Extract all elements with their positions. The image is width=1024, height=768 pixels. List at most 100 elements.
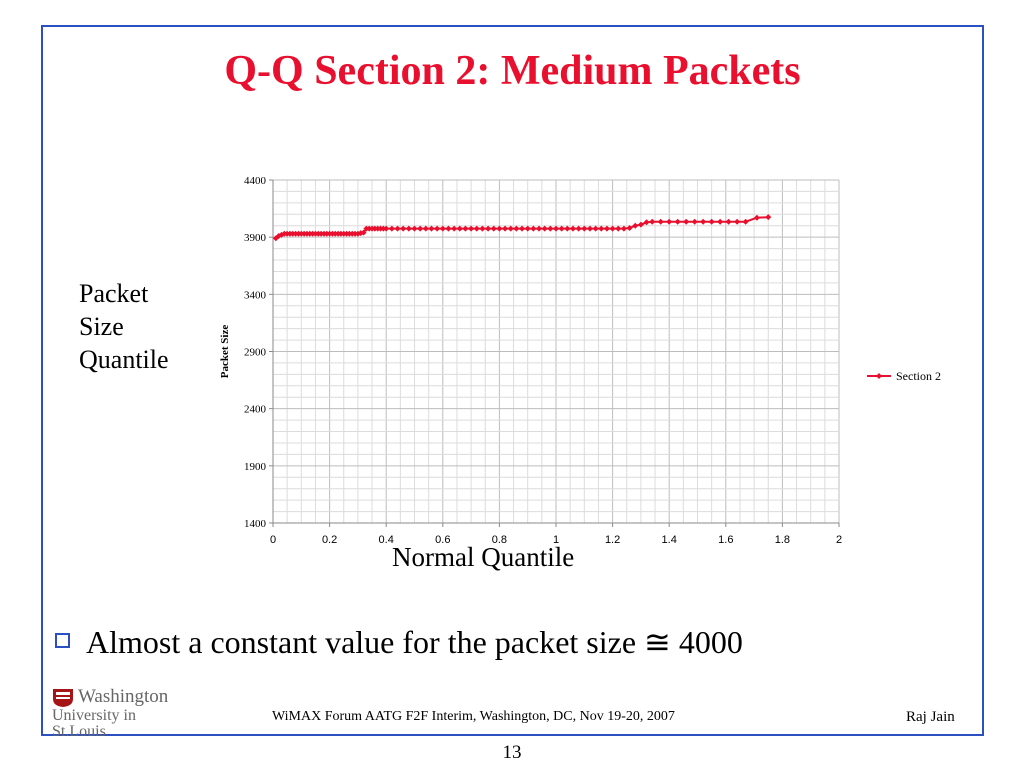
data-point-marker [586, 225, 593, 232]
data-point-marker [558, 225, 565, 232]
data-point-marker [569, 225, 576, 232]
data-point-marker [609, 225, 616, 232]
data-point-marker [598, 225, 605, 232]
data-point-marker [553, 225, 559, 232]
data-point-marker [626, 225, 633, 232]
data-point-marker [643, 219, 650, 226]
data-point-marker [765, 214, 772, 221]
x-tick-label: 1.2 [605, 534, 620, 546]
legend-marker [876, 373, 882, 379]
slide-frame [41, 25, 984, 736]
data-point-marker [575, 225, 582, 232]
x-tick-label: 2 [836, 534, 842, 546]
data-point-marker [496, 225, 503, 232]
data-point-marker [439, 225, 446, 232]
data-point-marker [468, 225, 475, 232]
logo-wordmark-bottom: University in St.Louis [52, 707, 136, 740]
university-seal-icon [53, 689, 73, 707]
y-tick-label: 1400 [244, 518, 267, 530]
x-tick-label: 0.2 [322, 534, 337, 546]
x-tick-label: 1 [553, 534, 559, 546]
data-point-marker [451, 225, 458, 232]
data-point-marker [620, 225, 627, 232]
data-point-marker [536, 225, 543, 232]
data-point-marker [388, 225, 395, 232]
y-caption-line-2: Size [79, 312, 124, 341]
chart-series [272, 214, 772, 242]
data-point-marker [360, 229, 367, 236]
data-point-marker [674, 218, 681, 225]
x-tick-label: 0 [270, 534, 276, 546]
data-point-marker [434, 225, 441, 232]
data-point-marker [734, 218, 741, 225]
data-point-marker [581, 225, 588, 232]
footer-author: Raj Jain [906, 709, 955, 725]
legend-label: Section 2 [896, 369, 941, 383]
data-point-marker [708, 218, 715, 225]
data-point-marker [683, 218, 690, 225]
bullet-text: Almost a constant value for the packet s… [86, 624, 743, 660]
page-number: 13 [502, 742, 522, 763]
data-point-marker [524, 225, 531, 232]
y-tick-label: 4400 [244, 175, 267, 187]
data-point-marker [564, 225, 571, 232]
y-caption-line-1: Packet [79, 279, 149, 308]
y-tick-label: 1900 [244, 461, 267, 473]
data-point-marker [428, 225, 435, 232]
footer-event-text: WiMAX Forum AATG F2F Interim, Washington… [272, 709, 675, 724]
data-point-marker [519, 225, 526, 232]
data-point-marker [490, 225, 497, 232]
y-caption-line-3: Quantile [79, 345, 169, 374]
data-point-marker [456, 225, 463, 232]
data-point-marker [603, 225, 610, 232]
y-tick-label: 3400 [244, 289, 267, 301]
x-tick-label: 0.6 [435, 534, 450, 546]
data-point-marker [400, 225, 407, 232]
data-point-marker [507, 225, 514, 232]
chart-legend: Section 2 [867, 369, 941, 383]
y-tick-label: 2900 [244, 347, 267, 359]
data-point-marker [725, 218, 732, 225]
data-point-marker [753, 214, 760, 221]
y-tick-label: 2400 [244, 404, 267, 416]
data-point-marker [691, 218, 698, 225]
x-tick-label: 1.8 [775, 534, 790, 546]
y-axis-label: Packet Size [219, 325, 231, 379]
data-point-marker [383, 225, 390, 232]
x-tick-label: 0.8 [492, 534, 507, 546]
data-point-marker [513, 225, 520, 232]
data-point-marker [445, 225, 452, 232]
data-point-marker [717, 218, 724, 225]
chart-axes: 0 0.2 0.4 0.6 0.8 1 1.2 1.4 1.6 1.8 2 1400 1900 2400 2… [219, 175, 842, 546]
data-point-marker [417, 225, 424, 232]
bullet-square-icon [55, 633, 70, 648]
data-point-marker [422, 225, 429, 232]
y-tick-label: 3900 [244, 232, 267, 244]
qq-chart: 0 0.2 0.4 0.6 0.8 1 1.2 1.4 1.6 1.8 2 1400 1900 2400 2… [219, 175, 941, 546]
x-tick-label: 1.6 [718, 534, 733, 546]
data-point-marker [502, 225, 509, 232]
data-point-marker [272, 235, 279, 242]
data-point-marker [700, 218, 707, 225]
logo-wordmark-top: Washington [78, 686, 169, 707]
data-point-marker [742, 218, 749, 225]
data-point-marker [592, 225, 599, 232]
x-axis-caption: Normal Quantile [392, 542, 575, 572]
data-point-marker [541, 225, 548, 232]
data-point-marker [637, 221, 644, 228]
data-point-marker [479, 225, 486, 232]
data-point-marker [394, 225, 401, 232]
data-point-marker [649, 218, 656, 225]
data-point-marker [485, 225, 492, 232]
bullet-item: Almost a constant value for the packet s… [55, 626, 743, 658]
data-point-marker [411, 225, 418, 232]
data-point-marker [473, 225, 480, 232]
data-point-marker [657, 218, 664, 225]
data-point-marker [666, 218, 673, 225]
x-tick-label: 0.4 [379, 534, 394, 546]
y-axis-caption: Packet Size Quantile [79, 277, 169, 376]
slide-title: Q-Q Section 2: Medium Packets [224, 48, 801, 94]
data-point-marker [547, 225, 554, 232]
university-logo: Washington University in St.Louis [50, 686, 190, 740]
data-point-marker [405, 225, 412, 232]
